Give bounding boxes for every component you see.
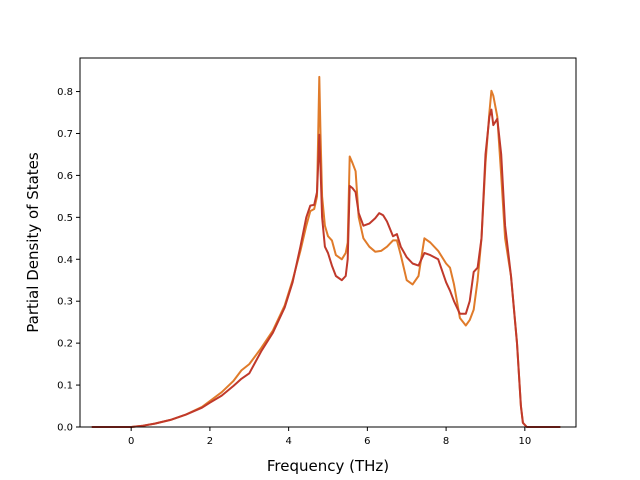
y-tick-label: 0.1 xyxy=(57,381,73,392)
x-tick-label: 8 xyxy=(443,436,449,447)
y-tick-label: 0.4 xyxy=(57,255,73,266)
x-axis-ticks: 0 2 4 6 8 10 xyxy=(128,427,531,447)
x-tick-label: 0 xyxy=(128,436,134,447)
x-tick-label: 6 xyxy=(364,436,370,447)
x-axis-title: Frequency (THz) xyxy=(267,457,389,475)
y-tick-label: 0.6 xyxy=(57,171,73,182)
axes-frame xyxy=(79,57,577,428)
y-tick-label: 0.0 xyxy=(57,423,73,434)
y-tick-label: 0.3 xyxy=(57,297,73,308)
x-tick-label: 10 xyxy=(518,436,531,447)
series-line-2 xyxy=(91,108,561,428)
series-layer xyxy=(91,75,561,428)
y-axis-ticks: 0.0 0.1 0.2 0.3 0.4 0.5 0.6 0.7 0.8 xyxy=(57,87,80,434)
y-tick-label: 0.5 xyxy=(57,213,73,224)
x-tick-label: 2 xyxy=(207,436,213,447)
x-tick-label: 4 xyxy=(285,436,291,447)
y-axis-title: Partial Density of States xyxy=(24,152,42,333)
y-tick-label: 0.2 xyxy=(57,339,73,350)
y-tick-label: 0.8 xyxy=(57,87,73,98)
y-tick-label: 0.7 xyxy=(57,129,73,140)
